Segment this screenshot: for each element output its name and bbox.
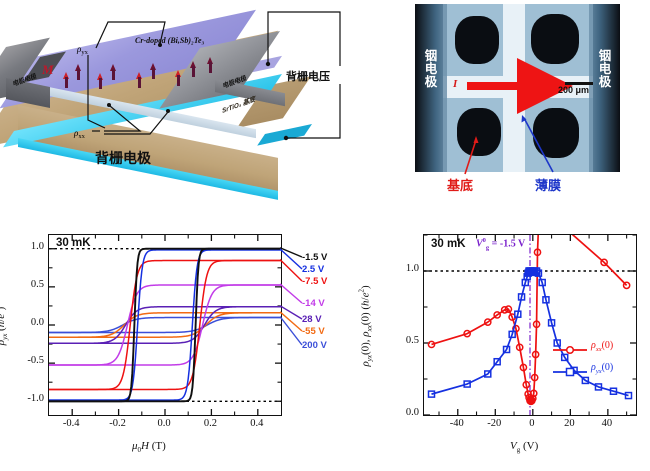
legend-item: -14 V xyxy=(302,298,325,309)
x-tick-label: 0.4 xyxy=(250,418,264,429)
y-tick-label: 1.0 xyxy=(405,263,419,274)
magnetization-arrow xyxy=(150,63,157,79)
y-tick-label: 0.0 xyxy=(405,407,419,418)
magnetization-arrow xyxy=(207,57,214,73)
gate-plot-area xyxy=(423,234,637,416)
back-gate-electrode-label: 背栅电极 xyxy=(95,150,151,166)
micrograph-right-electrode-label: 铟电极 xyxy=(598,49,612,89)
x-tick-label: 0.2 xyxy=(203,418,217,429)
y-tick-label: -0.5 xyxy=(27,355,44,367)
temperature-badge-right: 30 mK xyxy=(431,238,466,250)
legend-item: ρyx(0) xyxy=(591,362,614,375)
gate-dependence-curves xyxy=(424,235,636,415)
gate-y-axis-title: ρyx(0), ρxx(0) (h/e2) xyxy=(357,285,374,367)
gate-voltage-annotation: V0g = -1.5 V xyxy=(476,237,526,252)
hysteresis-plot-area xyxy=(48,234,282,416)
micrograph-callout-lines xyxy=(464,115,554,175)
optical-micrograph-panel: 铟电极 铟电极 I 200 μm 基底 薄膜 xyxy=(385,2,650,202)
micrograph-left-electrode-label: 铟电极 xyxy=(424,49,438,89)
magnetization-arrow xyxy=(110,64,117,80)
magnetization-arrow xyxy=(136,72,143,88)
micrograph-image: 铟电极 铟电极 I 200 μm xyxy=(415,4,620,172)
x-tick-label: -40 xyxy=(449,418,464,429)
magnetization-arrow xyxy=(190,61,197,77)
gate-x-axis-title: Vg (V) xyxy=(510,440,539,455)
magnetization-arrow xyxy=(97,73,104,89)
legend-item: 28 V xyxy=(302,314,322,325)
x-tick-label: 0.0 xyxy=(157,418,171,429)
temperature-badge-left: 30 mK xyxy=(56,237,91,249)
legend-leader-lines xyxy=(280,247,303,346)
x-tick-label: -0.2 xyxy=(109,418,126,429)
y-tick-label: 1.0 xyxy=(30,240,44,252)
legend-item: -7.5 V xyxy=(302,276,328,287)
magnetization-label: M xyxy=(42,62,54,77)
hysteresis-x-axis-title: μ0H (T) xyxy=(132,440,166,455)
x-tick-label: 0 xyxy=(529,418,535,429)
y-tick-label: -1.0 xyxy=(27,393,44,405)
legend-marker xyxy=(553,367,587,377)
gate-dependence-plot: 30 mK V0g = -1.5 V -40 -20 0 20 40 0.0 0.5 1.0… xyxy=(358,222,650,471)
magnetization-arrow xyxy=(63,72,70,88)
scale-bar-label: 200 μm xyxy=(558,85,590,95)
legend-item: 200 V xyxy=(302,340,327,351)
film-composition-label: Cr-doped (Bi,Sb)₂Te₃ xyxy=(135,36,205,45)
rho-yx-label: ρyx xyxy=(77,44,88,56)
legend-item: 2.5 V xyxy=(302,264,325,275)
x-tick-label: -0.4 xyxy=(62,418,80,429)
film-callout-label: 薄膜 xyxy=(535,178,562,193)
backgate-side-face xyxy=(257,124,312,146)
substrate-callout-label: 基底 xyxy=(447,178,474,193)
x-tick-label: 40 xyxy=(601,418,613,429)
y-tick-label: 0.5 xyxy=(30,278,44,290)
x-tick-label: 20 xyxy=(564,418,575,429)
y-tick-label: 0.5 xyxy=(405,335,419,346)
current-label: I xyxy=(453,78,458,90)
legend-marker xyxy=(553,345,587,355)
y-tick-label: 0.0 xyxy=(30,317,44,328)
legend-item: ρxx(0) xyxy=(591,340,614,353)
hysteresis-plot: 30 mK -0.4 -0.2 0.0 0.2 0.4 -1.0 -0.5 0.0 0.5 1.… xyxy=(0,222,330,471)
rho-xx-label: ρxx xyxy=(74,128,85,140)
hysteresis-y-axis-title: ρyx (h/e2) xyxy=(0,307,10,346)
x-tick-label: -20 xyxy=(487,418,502,429)
back-gate-voltage-label: 背栅电压 xyxy=(286,71,330,83)
scale-bar xyxy=(565,82,593,85)
legend-item: -1.5 V xyxy=(302,252,328,263)
legend-item: -55 V xyxy=(302,326,325,337)
magnetization-arrow xyxy=(175,70,182,86)
magnetization-arrow xyxy=(75,64,82,80)
hysteresis-curves xyxy=(49,235,281,415)
current-arrow-icon xyxy=(467,58,573,114)
device-schematic: 电极电极 电极电极 SrTiO₃ 基底 M Cr-doped (Bi,Sb)₂T… xyxy=(0,0,375,205)
